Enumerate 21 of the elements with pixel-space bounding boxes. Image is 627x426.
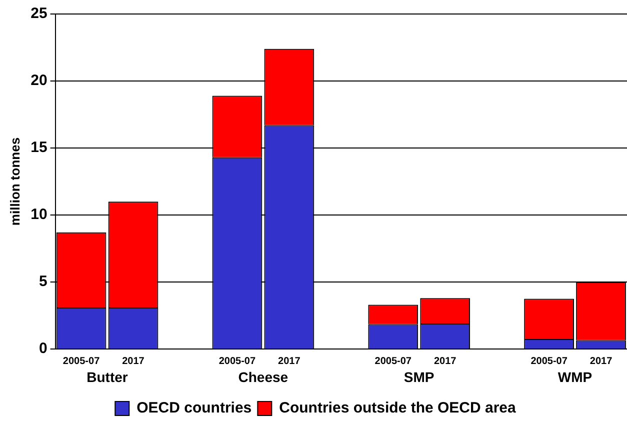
- x-tick-label: 2017: [122, 356, 145, 367]
- x-tick-label: 2017: [590, 356, 613, 367]
- x-tick-label: 2005-07: [374, 356, 412, 367]
- y-tick-label: 0: [38, 340, 48, 358]
- x-tick-label: 2017: [278, 356, 301, 367]
- y-tick-label: 25: [30, 5, 48, 22]
- x-tick-label: 2005-07: [530, 356, 568, 367]
- legend-label: OECD countries: [136, 400, 252, 417]
- y-axis-title: million tonnes: [7, 137, 22, 226]
- y-tick-label: 10: [30, 206, 48, 224]
- x-tick-label: 2005-07: [62, 356, 100, 367]
- text: WMP: [558, 368, 592, 385]
- y-tick-label: 5: [38, 273, 48, 290]
- text: SMP: [404, 368, 434, 385]
- y-tick-label: 20: [30, 72, 48, 90]
- x-tick-label: 2005-07: [218, 356, 256, 367]
- y-tick-label: 15: [30, 139, 48, 156]
- legend-label: Countries outside the OECD area: [279, 400, 517, 417]
- text: Butter: [86, 368, 128, 385]
- x-tick-label: 2017: [434, 356, 457, 367]
- text: Cheese: [238, 368, 288, 385]
